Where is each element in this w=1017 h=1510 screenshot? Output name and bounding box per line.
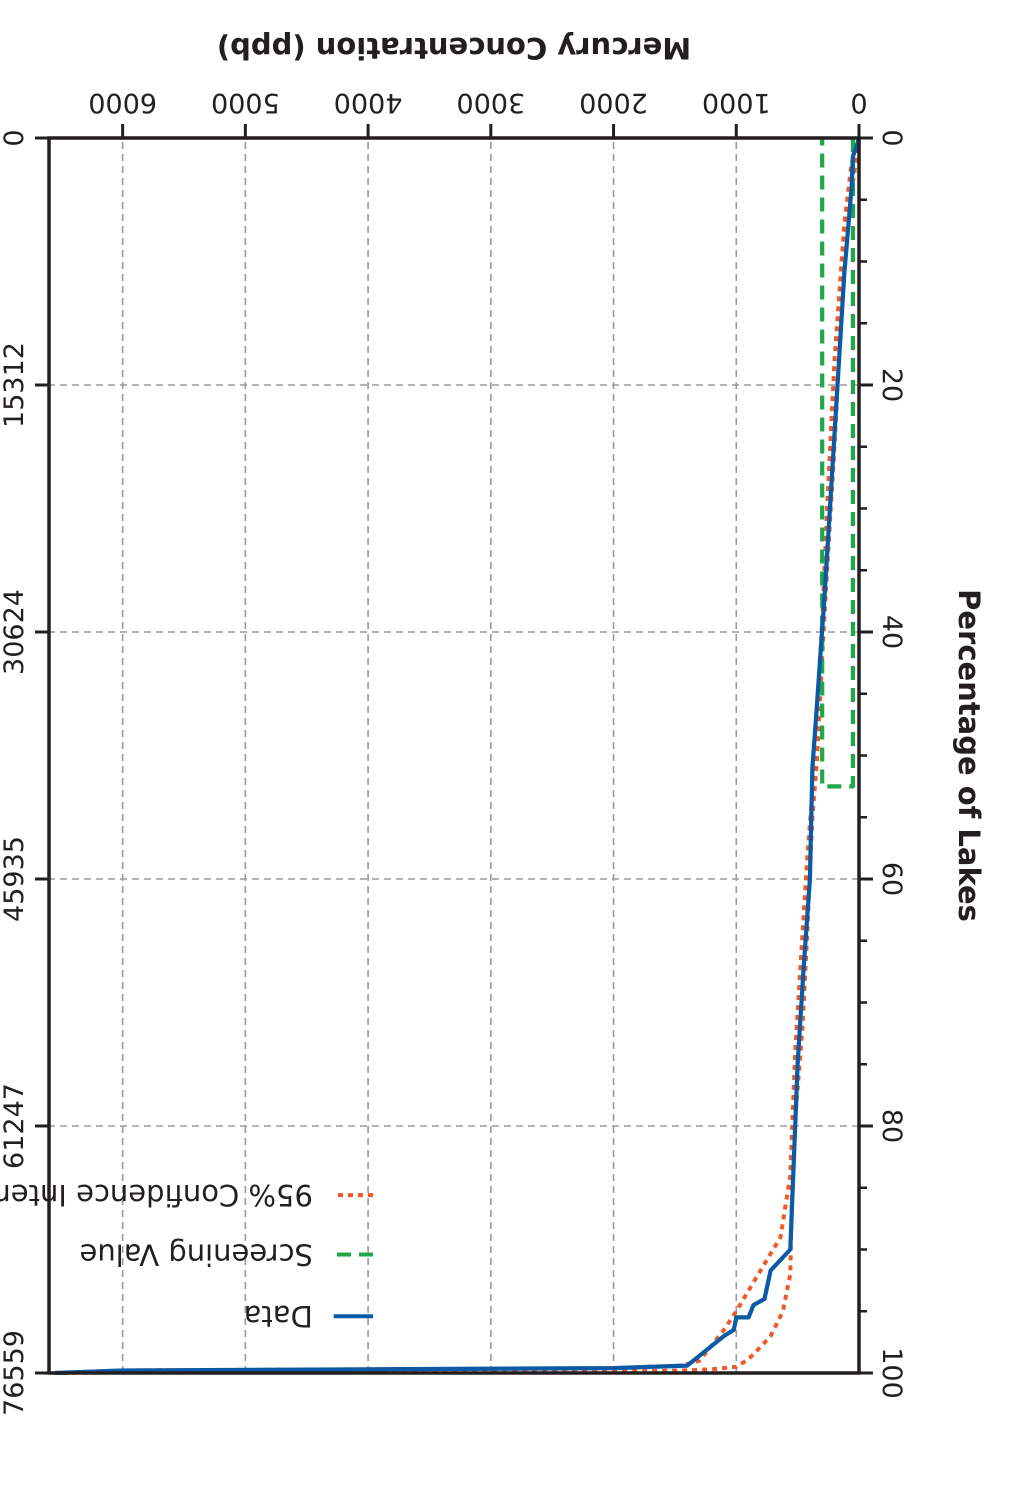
y2-tick-label: 30624 [0, 589, 30, 675]
x-axis-title: Mercury Concentration (ppb) [217, 31, 691, 65]
y2-tick-label-group: 76559 [0, 1330, 30, 1416]
legend-label: 95% Confidence Intervals [0, 1178, 313, 1212]
y-tick-label: 80 [876, 1109, 907, 1143]
legend-label: Data [244, 1299, 313, 1333]
x-tick-label: 3000 [456, 87, 525, 118]
y-tick-label: 100 [876, 1347, 907, 1399]
y2-tick-label-group: 0 [0, 129, 30, 146]
y-tick-label: 20 [876, 368, 907, 402]
grid-lines [49, 138, 859, 1373]
y-tick-label-group: 20 [876, 368, 907, 402]
y-tick-label-group: 80 [876, 1109, 907, 1143]
y-tick-label: 60 [876, 862, 907, 896]
y2-tick-label: 0 [0, 129, 30, 146]
y-axis-title-group: Percentage of Lakes [952, 589, 986, 922]
series-layer [55, 137, 862, 1376]
x-tick-label: 1000 [702, 87, 771, 118]
y-tick-label: 40 [876, 615, 907, 649]
legend: Data Screening Value 95% Confidence Interv… [0, 1178, 373, 1333]
y-tick-label: 0 [876, 129, 907, 146]
x-tick-label: 6000 [88, 87, 157, 118]
series-screening-value-line [820, 138, 855, 789]
y-axis-title: Percentage of Lakes [952, 589, 986, 922]
y2-tick-label: 15312 [0, 342, 30, 428]
y2-tick-label-group: 15312 [0, 342, 30, 428]
legend-label: Screening Value [79, 1237, 312, 1271]
y-tick-label-group: 40 [876, 615, 907, 649]
x-tick-label: 2000 [579, 87, 648, 118]
series-data-line [55, 137, 862, 1376]
y2-tick-label-group: 61247 [0, 1083, 30, 1169]
y-tick-label-group: 60 [876, 862, 907, 896]
x-tick-label: 4000 [334, 87, 403, 118]
x-tick-label: 0 [850, 87, 867, 118]
y2-tick-label: 61247 [0, 1083, 30, 1169]
y-tick-label-group: 0 [876, 129, 907, 146]
y2-tick-label: 45935 [0, 836, 30, 922]
y2-tick-label: 76559 [0, 1330, 30, 1416]
y2-tick-label-group: 45935 [0, 836, 30, 922]
x-tick-label: 5000 [211, 87, 280, 118]
y2-tick-label-group: 30624 [0, 589, 30, 675]
y-tick-label-group: 100 [876, 1347, 907, 1399]
